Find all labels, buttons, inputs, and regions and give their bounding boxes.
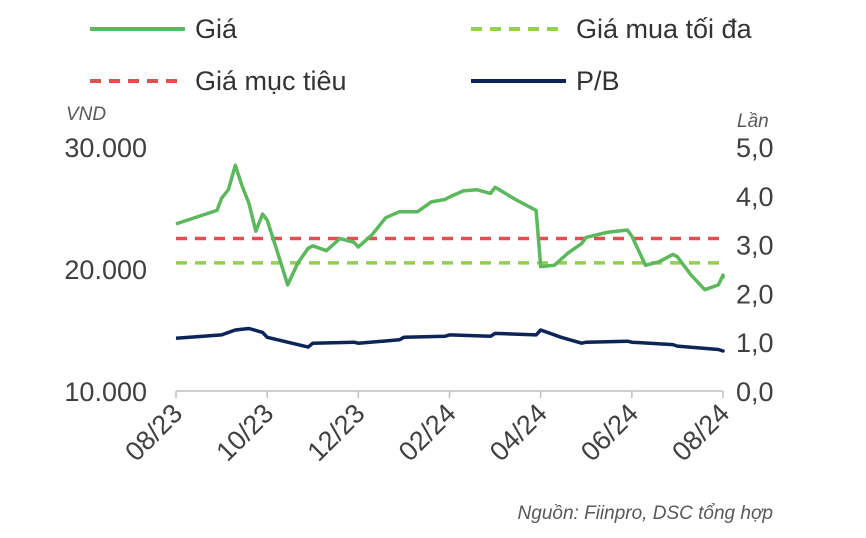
x-axis [175, 390, 724, 398]
x-tick-label: 08/23 [119, 398, 188, 467]
right-tick-label: 2,0 [736, 279, 774, 309]
pb-line [175, 326, 725, 353]
legend-label-pb: P/B [576, 66, 620, 96]
right-axis-ticks: 0,0 1,0 2,0 3,0 4,0 5,0 [736, 133, 774, 407]
x-tick-label: 02/24 [393, 398, 462, 467]
legend-label-max-buy-price: Giá mua tối đa [576, 14, 753, 44]
legend: Giá Giá mua tối đa Giá mục tiêu P/B [90, 14, 753, 96]
left-axis-unit: VND [66, 104, 106, 125]
left-tick-label: 20.000 [64, 255, 147, 285]
right-tick-label: 1,0 [736, 328, 774, 358]
left-tick-label: 30.000 [64, 133, 147, 163]
right-tick-label: 3,0 [736, 231, 774, 261]
legend-label-target-price: Giá mục tiêu [195, 66, 347, 96]
source-note: Nguồn: Fiinpro, DSC tổng hợp [518, 503, 773, 524]
x-tick-label: 06/24 [575, 398, 644, 467]
left-tick-label: 10.000 [64, 377, 147, 407]
series-layer [175, 163, 725, 353]
right-tick-label: 4,0 [736, 182, 774, 212]
right-axis-unit: Lần [737, 111, 769, 132]
x-tick-label: 04/24 [484, 398, 553, 467]
x-axis-ticks: 08/23 10/23 12/23 02/24 04/24 06/24 08/24 [119, 398, 735, 467]
price-line [175, 163, 725, 292]
right-tick-label: 0,0 [736, 377, 774, 407]
left-axis-ticks: 10.000 20.000 30.000 [64, 133, 147, 407]
x-tick-label: 10/23 [210, 398, 279, 467]
legend-label-price: Giá [195, 14, 238, 44]
right-tick-label: 5,0 [736, 133, 774, 163]
x-tick-label: 08/24 [666, 398, 735, 467]
x-tick-label: 12/23 [302, 398, 371, 467]
